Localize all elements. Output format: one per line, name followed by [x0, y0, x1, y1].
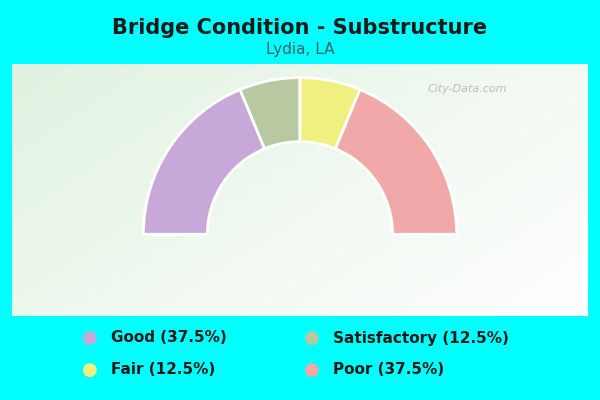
Text: Lydia, LA: Lydia, LA	[266, 42, 334, 57]
Text: Poor (37.5%): Poor (37.5%)	[333, 362, 444, 378]
Wedge shape	[335, 90, 457, 234]
Text: Fair (12.5%): Fair (12.5%)	[111, 362, 215, 378]
Wedge shape	[300, 78, 360, 149]
Wedge shape	[143, 90, 265, 234]
Text: Good (37.5%): Good (37.5%)	[111, 330, 227, 346]
Text: ●: ●	[82, 361, 98, 379]
Text: City-Data.com: City-Data.com	[428, 84, 507, 94]
Text: Bridge Condition - Substructure: Bridge Condition - Substructure	[112, 18, 488, 38]
Text: Satisfactory (12.5%): Satisfactory (12.5%)	[333, 330, 509, 346]
Text: ●: ●	[304, 361, 320, 379]
Text: ●: ●	[82, 329, 98, 347]
Text: ●: ●	[304, 329, 320, 347]
Wedge shape	[240, 78, 300, 149]
